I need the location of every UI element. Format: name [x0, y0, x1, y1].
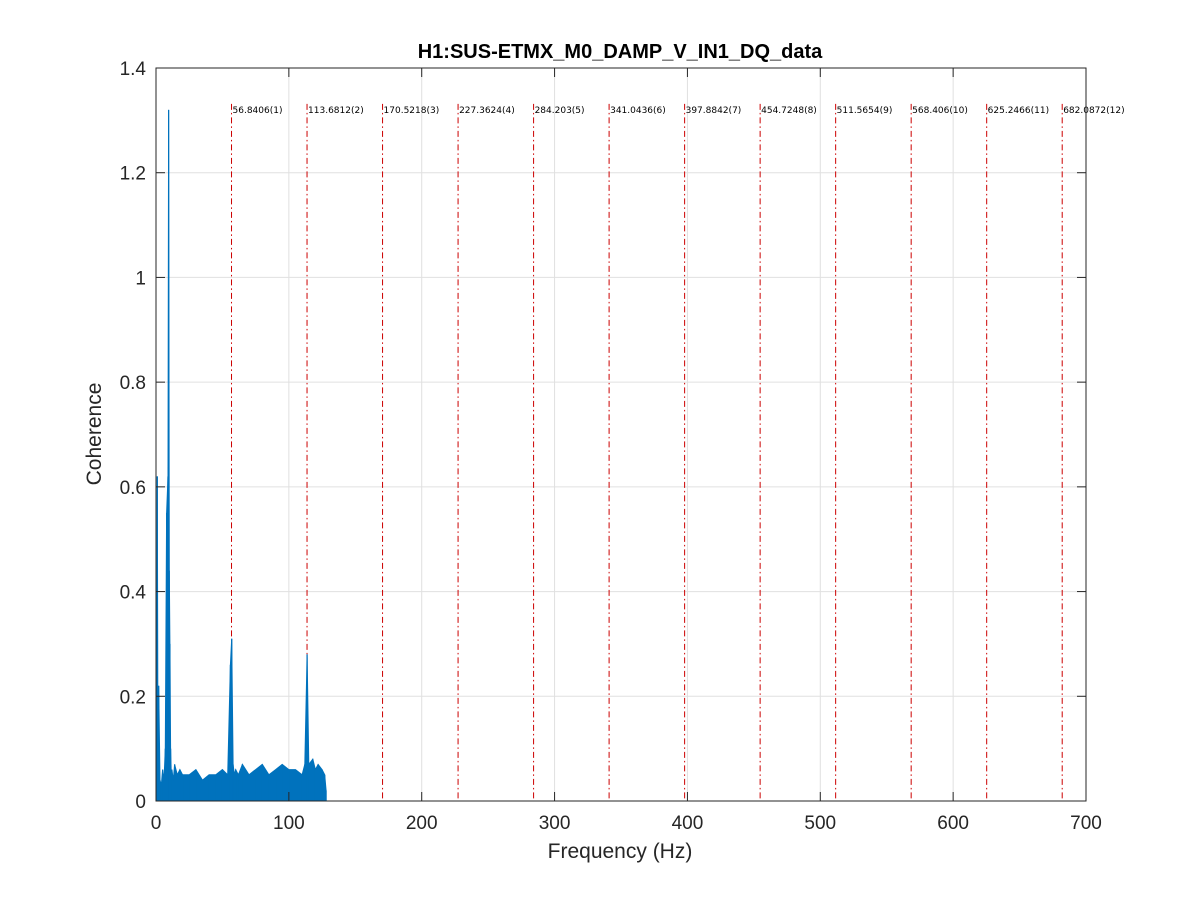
x-tick-label: 300 — [539, 813, 571, 834]
tick-labels: 0 100 200 300 400 500 600 700 0 0.2 0.4 0.6 0.8 1 1.2 1… — [120, 59, 1102, 834]
harmonic-label: 682.0872(12) — [1063, 106, 1124, 116]
x-tick-label: 600 — [937, 813, 969, 834]
harmonic-label: 454.7248(8) — [761, 106, 817, 116]
plot-frame — [155, 67, 1087, 802]
x-tick-label: 100 — [273, 813, 305, 834]
harmonic-label: 227.3624(4) — [459, 106, 515, 116]
harmonic-label: 568.406(10) — [912, 106, 968, 116]
y-tick-label: 0.2 — [120, 687, 146, 708]
x-tick-label: 700 — [1070, 813, 1102, 834]
harmonic-label: 511.5654(9) — [837, 106, 893, 116]
y-tick-label: 0.8 — [120, 373, 146, 394]
grid-layer — [155, 67, 1087, 802]
y-tick-label: 1.2 — [120, 164, 146, 185]
y-tick-label: 1.4 — [120, 59, 147, 80]
axes-box — [155, 67, 1087, 802]
harmonic-label: 113.6812(2) — [308, 106, 364, 116]
x-tick-label: 200 — [406, 813, 438, 834]
harmonic-label: 341.0436(6) — [610, 106, 666, 116]
harmonic-label: 56.8406(1) — [233, 106, 283, 116]
y-axis-title: Coherence — [83, 383, 106, 486]
y-tick-label: 0 — [135, 792, 146, 813]
data-series — [156, 109, 327, 802]
x-tick-label: 0 — [151, 813, 162, 834]
y-tick-label: 1 — [135, 268, 146, 289]
harmonic-label: 170.5218(3) — [384, 106, 440, 116]
y-tick-label: 0.6 — [120, 478, 146, 499]
x-axis-title: Frequency (Hz) — [548, 840, 693, 863]
y-tick-label: 0.4 — [120, 583, 147, 604]
harmonic-label: 284.203(5) — [535, 106, 585, 116]
x-tick-label: 400 — [672, 813, 704, 834]
chart-title: H1:SUS-ETMX_M0_DAMP_V_IN1_DQ_data — [418, 41, 823, 63]
harmonic-label: 625.2466(11) — [988, 106, 1049, 116]
x-tick-label: 500 — [804, 813, 836, 834]
harmonic-label: 397.8842(7) — [686, 106, 742, 116]
